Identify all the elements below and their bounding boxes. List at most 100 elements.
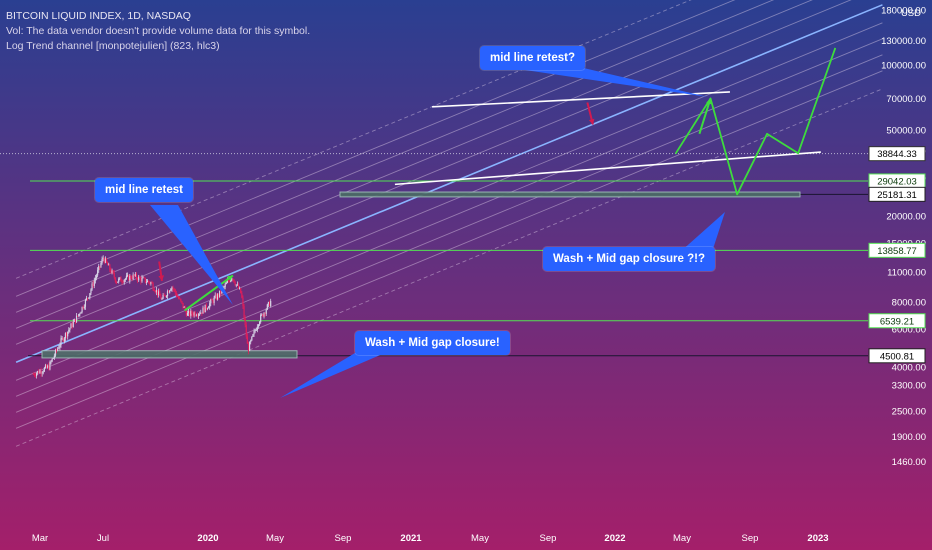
candle-body [32, 374, 34, 375]
callout-mid-line-retest-question[interactable]: mid line retest? [480, 46, 585, 70]
candle-body [262, 314, 264, 317]
candle-body [232, 278, 234, 280]
candle-body [239, 288, 241, 290]
candle-body [268, 301, 271, 307]
candle-body [104, 258, 106, 263]
candle-body [141, 277, 143, 282]
channel-band-line [15, 88, 883, 447]
candle-body [59, 344, 61, 348]
indicator-label[interactable]: Log Trend channel [monpotejulien] (823, … [6, 40, 220, 52]
candle-body [124, 278, 126, 280]
x-tick-label: 2023 [807, 533, 828, 544]
candle-body [73, 319, 75, 322]
price-tag-box [868, 146, 926, 162]
candle-body [65, 333, 68, 337]
channel-band-line [15, 0, 852, 345]
candle-body [185, 310, 187, 316]
callout-tail-mid-line-retest [150, 205, 233, 305]
candle-body [242, 297, 244, 307]
candle-body [245, 324, 247, 337]
candle-body [40, 370, 42, 374]
candle-body [257, 324, 260, 327]
x-tick-label: May [471, 533, 489, 544]
callout-wash-mid-gap-closure-question[interactable]: Wash + Mid gap closure ?!? [543, 247, 715, 271]
candles [32, 255, 272, 379]
candle-body [173, 288, 175, 290]
x-tick-label: 2021 [400, 533, 422, 544]
y-tick-label: 100000.00 [881, 61, 926, 72]
candle-body [90, 289, 92, 294]
candle-body [47, 365, 49, 368]
candle-body [49, 362, 51, 370]
top-resistance-line [432, 91, 730, 108]
y-tick-label: 1900.00 [892, 432, 926, 443]
candle-body [139, 276, 141, 278]
candle-body [261, 314, 263, 316]
candle-body [189, 311, 191, 316]
price-tag-label: 13858.77 [877, 246, 917, 257]
candle-body [230, 279, 232, 282]
candle-body [210, 299, 212, 304]
green-arrow [184, 274, 234, 312]
candle-body [144, 277, 146, 283]
candle-body [172, 287, 174, 289]
candle-body [100, 263, 102, 267]
candle-body [200, 312, 202, 314]
candle-body [128, 275, 130, 281]
candle-body [182, 302, 184, 308]
gap-zone-mid [339, 191, 801, 198]
candle-body [244, 318, 246, 325]
candle-body [116, 281, 119, 283]
candle-body [55, 349, 58, 351]
candle-body [229, 281, 231, 283]
candle-body [153, 289, 155, 292]
candle-body [101, 258, 103, 264]
candle-body [60, 338, 62, 345]
candle-body [88, 297, 90, 299]
candle-body [253, 331, 255, 335]
candle-body [252, 334, 254, 337]
candle-body [270, 300, 272, 307]
candle-body [140, 277, 142, 282]
rising-support-line [394, 151, 821, 186]
candle-body [107, 262, 109, 266]
candle-body [120, 277, 122, 282]
callout-wash-mid-gap-closure[interactable]: Wash + Mid gap closure! [355, 331, 510, 355]
candle-body [143, 277, 145, 279]
candle-body [254, 330, 256, 332]
candle-body [145, 282, 148, 283]
candle-body [110, 270, 112, 274]
candle-body [89, 293, 91, 298]
x-tick-label: Mar [32, 533, 48, 544]
candle-body [111, 270, 113, 274]
candle-body [194, 312, 196, 316]
candle-body [178, 296, 180, 299]
candle-body [114, 277, 116, 282]
candle-body [146, 280, 149, 283]
candle-body [62, 338, 64, 342]
candle-body [199, 313, 201, 315]
y-tick-label: 4000.00 [892, 362, 926, 373]
candle-body [113, 272, 115, 278]
candle-body [170, 289, 172, 291]
candle-body [123, 279, 125, 283]
candle-body [42, 371, 44, 373]
candle-body [214, 295, 216, 298]
candle-body [220, 290, 222, 294]
candle-body [191, 311, 193, 315]
y-tick-label: 50000.00 [886, 126, 926, 137]
callout-mid-line-retest[interactable]: mid line retest [95, 178, 193, 202]
candle-body [142, 277, 144, 279]
candle-body [267, 301, 270, 305]
x-tick-label: Sep [742, 533, 759, 544]
candle-body [126, 275, 129, 276]
candle-body [53, 355, 55, 358]
candle-body [195, 315, 197, 317]
candle-body [94, 277, 97, 281]
red-arrow-head [158, 275, 165, 281]
candle-body [80, 312, 82, 314]
candle-body [109, 264, 111, 271]
candle-body [211, 299, 213, 301]
